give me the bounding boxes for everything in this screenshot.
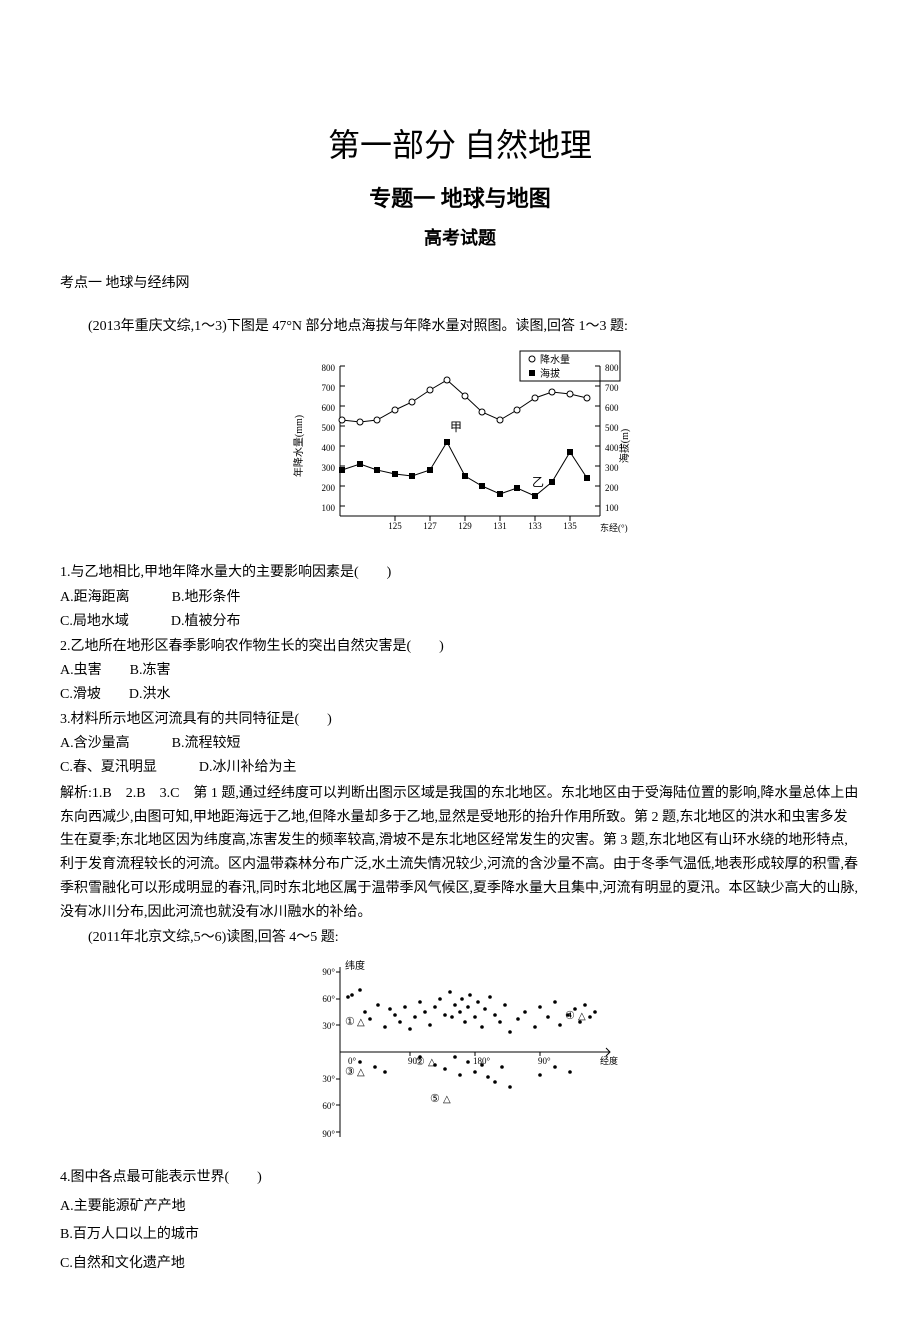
svg-text:④: ④ xyxy=(565,1010,575,1022)
chart-1-container: 降水量 海拔 年降水量(mm) 800 700 600 500 400 300 … xyxy=(60,346,860,554)
label-jia: 甲 xyxy=(450,420,462,434)
svg-text:②: ② xyxy=(415,1056,425,1068)
svg-text:60°: 60° xyxy=(322,1101,335,1111)
q2-opts-a: A.虫害 B.冻害 xyxy=(60,660,860,682)
legend-elevation: 海拔 xyxy=(540,367,560,380)
y-label-right: 海拔(m) xyxy=(618,429,631,463)
x-label-lon: 经度 xyxy=(600,1055,618,1066)
explanation-1: 解析:1.B 2.B 3.C 第 1 题,通过经纬度可以判断出图示区域是我国的东… xyxy=(60,782,860,925)
svg-text:90°: 90° xyxy=(322,1129,335,1139)
chart-2: 纬度 90° 60° 30° 30° 60° 90° 0° 90° 180° 9… xyxy=(290,957,630,1147)
svg-text:700: 700 xyxy=(605,383,619,393)
svg-text:⑤: ⑤ xyxy=(430,1093,440,1105)
y-label-left: 年降水量(mm) xyxy=(292,415,305,477)
svg-text:127: 127 xyxy=(423,521,437,531)
exam-point: 考点一 地球与经纬网 xyxy=(60,273,860,295)
svg-text:133: 133 xyxy=(528,521,542,531)
q4-opt-c: C.自然和文化遗产地 xyxy=(60,1253,860,1275)
svg-text:60°: 60° xyxy=(322,994,335,1004)
svg-text:500: 500 xyxy=(322,423,336,433)
q3-opts-b: C.春、夏汛明显 D.冰川补给为主 xyxy=(60,757,860,779)
q4-text: 4.图中各点最可能表示世界( ) xyxy=(60,1167,860,1189)
y-label-lat: 纬度 xyxy=(345,959,365,972)
svg-text:200: 200 xyxy=(322,483,336,493)
section-title: 高考试题 xyxy=(60,224,860,253)
question-intro-2: (2011年北京文综,5～6)读图,回答 4～5 题: xyxy=(60,927,860,949)
svg-text:△: △ xyxy=(357,1067,365,1078)
svg-text:300: 300 xyxy=(322,463,336,473)
q4-opt-b: B.百万人口以上的城市 xyxy=(60,1224,860,1246)
question-intro-1: (2013年重庆文综,1～3)下图是 47°N 部分地点海拔与年降水量对照图。读… xyxy=(60,316,860,338)
svg-text:600: 600 xyxy=(322,403,336,413)
svg-text:600: 600 xyxy=(605,403,619,413)
label-yi: 乙 xyxy=(532,475,544,489)
svg-text:125: 125 xyxy=(388,521,402,531)
svg-text:129: 129 xyxy=(458,521,472,531)
q3-opts-a: A.含沙量高 B.流程较短 xyxy=(60,733,860,755)
svg-text:700: 700 xyxy=(322,383,336,393)
svg-text:30°: 30° xyxy=(322,1074,335,1084)
svg-text:90°: 90° xyxy=(538,1056,551,1066)
svg-text:800: 800 xyxy=(322,363,336,373)
svg-text:135: 135 xyxy=(563,521,577,531)
q1-opts-b: C.局地水域 D.植被分布 xyxy=(60,611,860,633)
svg-text:131: 131 xyxy=(493,521,507,531)
chart-2-container: 纬度 90° 60° 30° 30° 60° 90° 0° 90° 180° 9… xyxy=(60,957,860,1155)
svg-text:500: 500 xyxy=(605,423,619,433)
main-title: 第一部分 自然地理 xyxy=(60,120,860,171)
svg-text:400: 400 xyxy=(605,443,619,453)
chart-1: 降水量 海拔 年降水量(mm) 800 700 600 500 400 300 … xyxy=(280,346,640,546)
svg-text:①: ① xyxy=(345,1016,355,1028)
svg-text:0°: 0° xyxy=(348,1056,357,1066)
svg-text:200: 200 xyxy=(605,483,619,493)
sub-title: 专题一 地球与地图 xyxy=(60,181,860,216)
q1-text: 1.与乙地相比,甲地年降水量大的主要影响因素是( ) xyxy=(60,562,860,584)
svg-text:100: 100 xyxy=(322,503,336,513)
svg-text:△: △ xyxy=(443,1094,451,1105)
q3-text: 3.材料所示地区河流具有的共同特征是( ) xyxy=(60,709,860,731)
svg-text:△: △ xyxy=(357,1017,365,1028)
svg-text:△: △ xyxy=(578,1011,586,1022)
svg-text:△: △ xyxy=(428,1057,436,1068)
svg-text:30°: 30° xyxy=(322,1021,335,1031)
q4-opt-a: A.主要能源矿产产地 xyxy=(60,1196,860,1218)
svg-text:100: 100 xyxy=(605,503,619,513)
svg-text:800: 800 xyxy=(605,363,619,373)
q2-text: 2.乙地所在地形区春季影响农作物生长的突出自然灾害是( ) xyxy=(60,636,860,658)
svg-text:400: 400 xyxy=(322,443,336,453)
x-label: 东经(°) xyxy=(600,522,628,533)
q1-opts-a: A.距海距离 B.地形条件 xyxy=(60,587,860,609)
legend-precipitation: 降水量 xyxy=(540,353,570,366)
svg-text:③: ③ xyxy=(345,1066,355,1078)
svg-text:90°: 90° xyxy=(322,967,335,977)
svg-text:300: 300 xyxy=(605,463,619,473)
q2-opts-b: C.滑坡 D.洪水 xyxy=(60,684,860,706)
